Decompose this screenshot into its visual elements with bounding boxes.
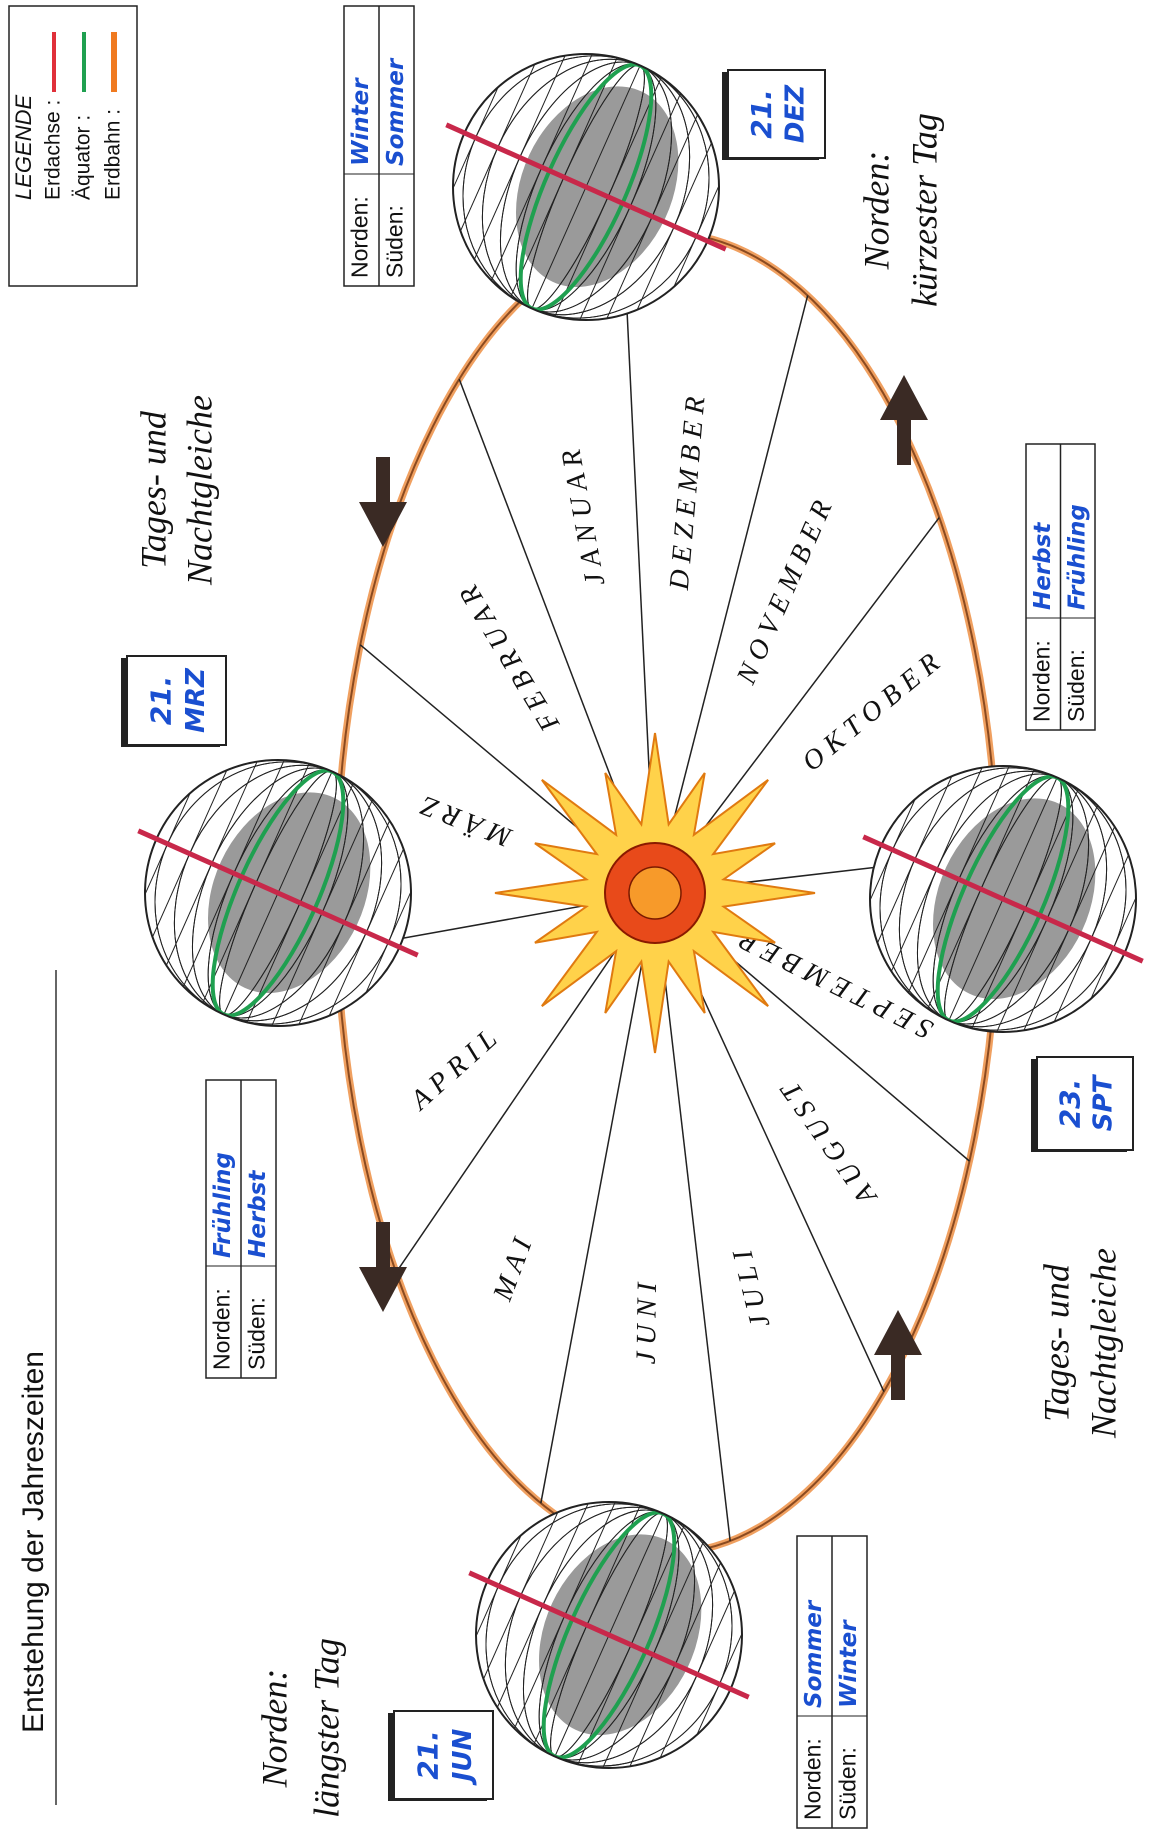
date-day: 21. xyxy=(412,1730,445,1780)
sun-face xyxy=(629,867,681,919)
season-value: Herbst xyxy=(245,1170,271,1258)
month-label: JUNI xyxy=(631,1275,663,1364)
season-value: Sommer xyxy=(383,57,409,166)
orbit-arrow-head xyxy=(359,502,407,547)
season-label: Süden: xyxy=(1063,649,1089,722)
page: Entstehung der Jahreszeiten LEGENDE Erdach… xyxy=(0,0,1159,1832)
annotation: Tages- und xyxy=(1036,1263,1076,1422)
legend-label: Äquator : xyxy=(72,115,95,200)
date-month: DEZ xyxy=(780,84,810,143)
date-day: 21. xyxy=(745,89,778,139)
legend-title: LEGENDE xyxy=(11,95,36,200)
date-month: MRZ xyxy=(181,667,211,733)
month-label: APRIL xyxy=(403,1019,508,1118)
season-label: Norden: xyxy=(209,1288,235,1370)
month-label: JANUAR xyxy=(555,440,612,588)
month-label: JULI xyxy=(726,1240,777,1331)
annotation: Norden: xyxy=(254,1669,294,1789)
month-label: OKTOBER xyxy=(796,643,950,778)
month-label: DEZEMBER xyxy=(664,389,712,593)
annotation: Nachtgleiche xyxy=(1083,1248,1123,1439)
season-value: Herbst xyxy=(1030,522,1056,610)
season-label: Süden: xyxy=(835,1747,861,1820)
month-label: MÄRZ xyxy=(411,787,517,853)
season-value: Winter xyxy=(836,1619,862,1708)
season-value: Sommer xyxy=(801,1599,827,1708)
diagram: Entstehung der Jahreszeiten LEGENDE Erdach… xyxy=(0,0,1159,1832)
annotation: kürzester Tag xyxy=(904,113,944,307)
season-label: Norden: xyxy=(1028,640,1054,722)
annotation: Nachtgleiche xyxy=(179,395,219,586)
date-month: SPT xyxy=(1089,1073,1119,1131)
legend-label: Erdbahn : xyxy=(102,109,125,200)
annotation: längster Tag xyxy=(306,1638,346,1818)
season-value: Winter xyxy=(348,77,374,166)
month-label: NOVEMBER xyxy=(731,490,842,690)
season-value: Frühling xyxy=(1064,504,1090,610)
season-label: Norden: xyxy=(800,1738,826,1820)
date-month: JUN xyxy=(448,1728,478,1786)
season-label: Süden: xyxy=(244,1297,270,1370)
title: Entstehung der Jahreszeiten xyxy=(17,1351,50,1733)
annotation: Norden: xyxy=(856,151,896,271)
legend-label: Erdachse : xyxy=(42,100,65,200)
season-label: Süden: xyxy=(382,205,408,278)
date-day: 23. xyxy=(1054,1079,1087,1129)
season-value: Frühling xyxy=(210,1152,236,1258)
annotation: Tages- und xyxy=(133,410,173,569)
date-day: 21. xyxy=(145,676,178,726)
season-label: Norden: xyxy=(347,196,373,278)
month-label: FEBRUAR xyxy=(450,574,566,738)
month-label: AUGUST xyxy=(772,1070,885,1211)
month-label: MAI xyxy=(487,1228,541,1306)
